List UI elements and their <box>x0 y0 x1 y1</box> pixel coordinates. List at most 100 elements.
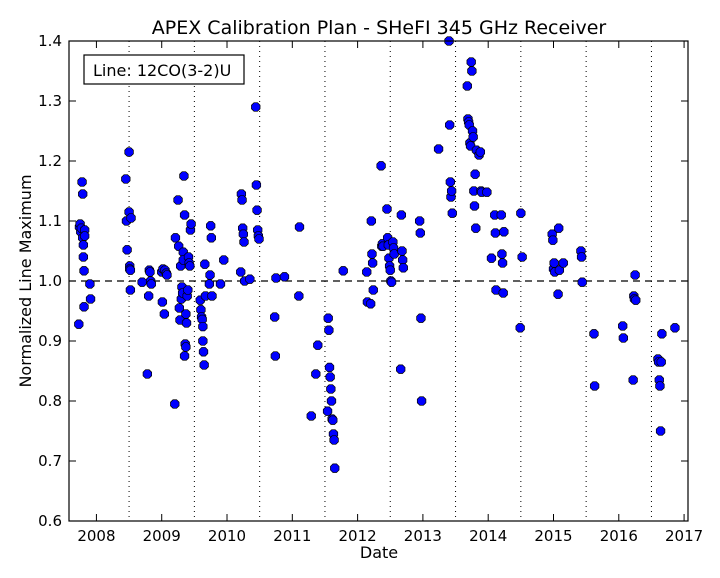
data-point <box>386 277 397 287</box>
x-tick-label: 2011 <box>273 527 311 545</box>
data-point <box>198 336 208 346</box>
data-point <box>329 435 339 445</box>
data-point <box>85 294 96 304</box>
data-point <box>486 253 497 263</box>
data-point <box>145 267 155 277</box>
data-point <box>157 297 168 307</box>
data-point <box>78 252 89 262</box>
data-point <box>279 272 290 282</box>
data-point <box>362 267 372 277</box>
data-point <box>186 219 196 229</box>
data-point <box>515 323 525 333</box>
data-point <box>589 381 600 391</box>
data-point <box>655 381 665 391</box>
data-point <box>173 195 183 205</box>
data-point <box>655 426 666 436</box>
data-point <box>77 177 87 187</box>
data-point <box>252 205 262 215</box>
data-point <box>271 273 281 283</box>
data-point <box>367 249 377 259</box>
data-point <box>239 237 249 247</box>
data-point <box>330 463 340 473</box>
data-point <box>670 323 680 333</box>
data-point <box>85 279 95 289</box>
data-point <box>445 177 455 187</box>
data-point <box>270 312 280 322</box>
data-point <box>236 267 246 277</box>
data-point <box>200 259 210 269</box>
data-point <box>207 291 217 301</box>
data-point <box>469 186 479 196</box>
data-point <box>324 362 335 373</box>
data-point <box>121 174 131 184</box>
data-point <box>447 208 457 218</box>
data-point <box>517 252 527 262</box>
data-point <box>491 285 501 295</box>
data-point <box>445 120 455 130</box>
data-point <box>185 261 195 271</box>
data-point <box>618 321 628 331</box>
data-point <box>206 221 216 231</box>
data-point <box>205 270 215 280</box>
data-point <box>577 277 587 287</box>
legend-box: Line: 12CO(3-2)U <box>83 54 245 85</box>
data-point <box>79 302 89 312</box>
data-point <box>462 81 472 91</box>
data-point <box>125 265 136 275</box>
data-point <box>368 285 378 295</box>
data-point <box>179 210 190 220</box>
data-point <box>385 265 395 275</box>
data-point <box>554 223 564 233</box>
x-axis-label: Date <box>360 543 398 562</box>
data-point <box>238 229 248 239</box>
data-point <box>270 351 280 361</box>
data-point <box>326 396 337 406</box>
data-point <box>498 288 508 298</box>
data-point <box>397 246 407 256</box>
data-point <box>80 231 90 241</box>
data-point <box>294 291 304 301</box>
data-point <box>367 258 378 268</box>
data-point <box>416 313 426 323</box>
data-point <box>338 266 348 276</box>
data-point <box>313 340 323 350</box>
data-point <box>553 289 563 299</box>
y-tick-label: 1.4 <box>38 32 62 50</box>
data-point <box>497 249 507 259</box>
x-tick-label: 2008 <box>77 527 115 545</box>
data-point <box>174 303 184 313</box>
data-point <box>206 233 216 243</box>
data-point <box>294 222 305 232</box>
data-point <box>471 223 481 233</box>
data-point <box>199 360 209 370</box>
data-point <box>198 321 208 332</box>
y-tick-label: 0.8 <box>38 392 62 410</box>
data-point <box>237 195 247 205</box>
data-point <box>630 270 640 280</box>
data-point <box>142 369 153 379</box>
data-point <box>631 295 641 305</box>
data-point <box>657 329 667 339</box>
data-point <box>198 347 209 357</box>
data-point <box>78 189 88 199</box>
data-point <box>576 252 587 262</box>
data-point <box>470 169 480 179</box>
data-point <box>170 399 180 409</box>
data-point <box>146 279 156 289</box>
data-point <box>322 406 333 416</box>
data-point <box>245 274 255 284</box>
data-point <box>78 240 89 250</box>
data-point <box>179 351 190 361</box>
data-point <box>181 342 191 352</box>
data-point <box>446 186 457 196</box>
x-tick-label: 2009 <box>143 527 181 545</box>
y-tick-label: 1.1 <box>38 212 62 230</box>
data-point <box>124 147 134 157</box>
data-point <box>215 279 226 289</box>
data-point <box>490 228 501 238</box>
data-point <box>467 66 477 76</box>
data-point <box>496 210 506 220</box>
y-axis-label: Normalized Line Maximum <box>16 174 35 387</box>
data-point <box>558 258 568 268</box>
x-tick-label: 2012 <box>339 527 377 545</box>
